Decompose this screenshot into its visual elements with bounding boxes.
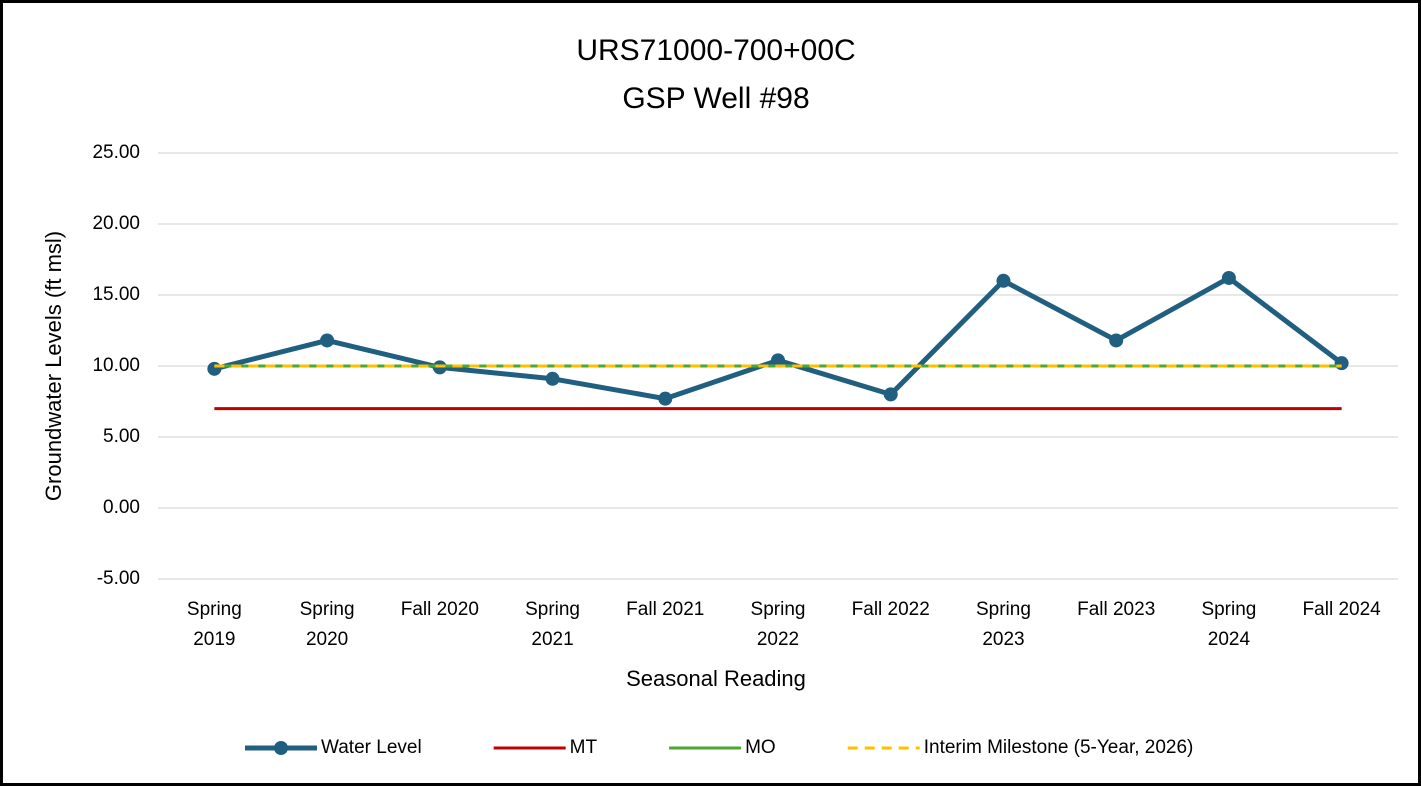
y-tick-label: 20.00 (92, 213, 140, 234)
series-marker (320, 333, 335, 348)
series-marker (771, 353, 785, 368)
x-tick-label: Spring 2022 (751, 599, 806, 650)
legend-label: MO (745, 737, 776, 758)
y-tick-label: 10.00 (92, 355, 140, 376)
x-tick-label: Spring 2023 (976, 599, 1031, 650)
series-marker (545, 371, 560, 386)
series-marker (1221, 270, 1236, 285)
legend-label: Water Level (321, 737, 422, 758)
x-tick-label: Spring 2024 (1201, 599, 1256, 650)
y-tick-label: 15.00 (92, 284, 140, 305)
chart-subtitle: GSP Well #98 (622, 82, 809, 115)
series-marker (1109, 333, 1124, 348)
x-tick-label: Fall 2023 (1077, 599, 1155, 620)
chart-title: URS71000-700+00C (576, 34, 855, 67)
x-tick-label: Fall 2020 (401, 599, 479, 620)
series-marker (883, 387, 898, 402)
x-tick-label: Spring 2019 (187, 599, 242, 650)
y-tick-label: 5.00 (103, 426, 140, 447)
x-tick-label: Fall 2024 (1303, 599, 1382, 620)
legend-label: MT (570, 737, 598, 758)
y-tick-label: 25.00 (92, 142, 140, 163)
y-tick-label: 0.00 (103, 497, 140, 518)
series-marker (207, 361, 222, 376)
x-axis-title: Seasonal Reading (626, 666, 806, 691)
series-marker (658, 391, 673, 406)
y-tick-label: -5.00 (97, 568, 140, 589)
x-tick-label: Fall 2021 (626, 599, 704, 620)
x-tick-label: Fall 2022 (852, 599, 930, 620)
series-marker (996, 273, 1011, 288)
y-axis-title: Groundwater Levels (ft msl) (41, 231, 66, 501)
series-marker (1334, 356, 1349, 371)
x-tick-label: Spring 2020 (300, 599, 355, 650)
legend-marker (274, 741, 288, 755)
legend-label: Interim Milestone (5-Year, 2026) (924, 737, 1194, 758)
x-tick-label: Spring 2021 (525, 599, 580, 650)
